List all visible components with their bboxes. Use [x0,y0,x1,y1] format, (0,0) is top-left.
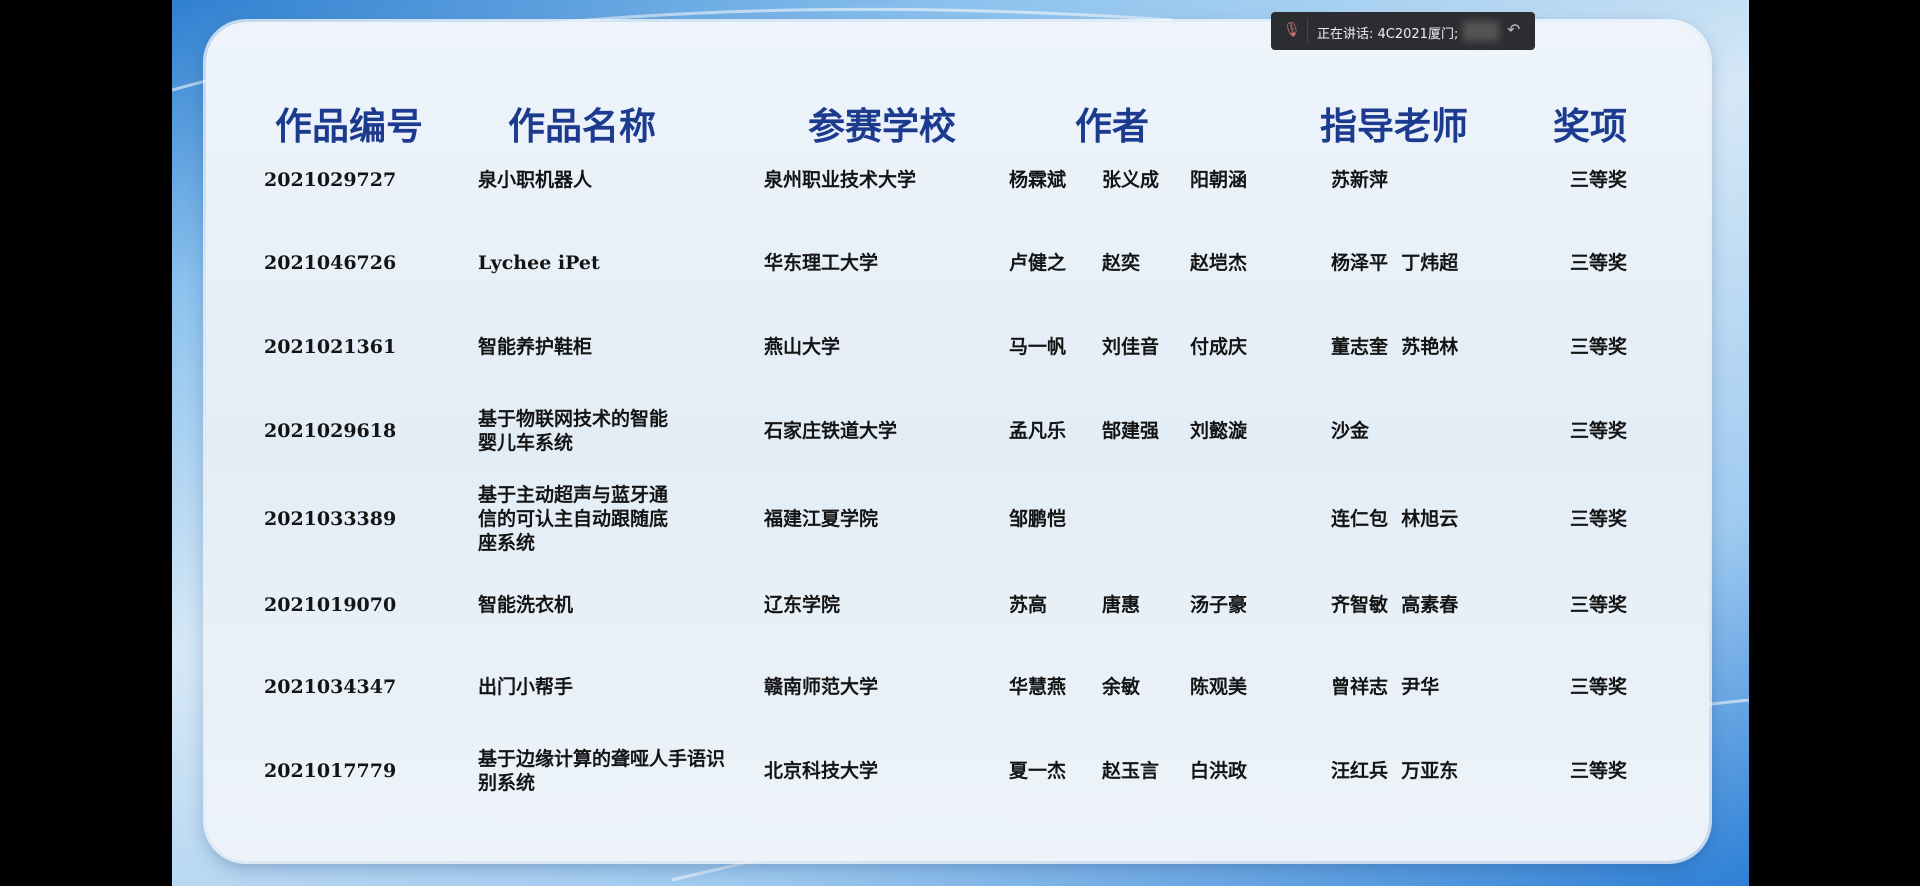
award: 三等奖 [1570,169,1628,191]
work-name: 基于物联网技术的智能 婴儿车系统 [478,407,668,455]
work-name-line: 基于物联网技术的智能 [478,408,669,430]
award: 三等奖 [1570,508,1628,530]
author: 刘懿漩 [1190,420,1248,442]
work-id: 2021046726 [264,252,397,274]
header-award: 奖项 [1553,105,1627,148]
header-school: 参赛学校 [808,105,956,148]
work-name: 智能养护鞋柜 [478,335,592,359]
author: 阳朝涵 [1190,169,1248,191]
work-name-line: 泉小职机器人 [478,169,593,191]
author: 张义成 [1102,169,1160,191]
author: 马一帆 [1009,336,1067,358]
work-name-line: 婴儿车系统 [478,432,574,454]
speaking-notification: 🎙 正在讲话: 4C2021厦门; ↶ [1271,12,1535,50]
work-id: 2021019070 [264,594,397,616]
teachers: 苏新萍 [1331,169,1389,191]
author: 陈观美 [1190,676,1248,698]
awards-table-card: 作品编号 作品名称 参赛学校 作者 指导老师 奖项 2021029727 泉小职机… [206,22,1709,861]
author: 汤子豪 [1190,594,1248,616]
work-id: 2021017779 [264,760,397,782]
header-id: 作品编号 [275,105,423,148]
work-name: 泉小职机器人 [478,168,592,192]
work-name-line: 智能养护鞋柜 [478,336,593,358]
award: 三等奖 [1570,676,1628,698]
school: 北京科技大学 [764,760,879,782]
work-name-line: 座系统 [478,532,536,554]
author: 夏一杰 [1009,760,1067,782]
work-name-line: 基于边缘计算的聋哑人手语识 [478,748,726,770]
work-name: 智能洗衣机 [478,593,573,617]
redacted-name [1463,21,1499,41]
school: 华东理工大学 [764,252,879,274]
author: 赵玉言 [1102,760,1160,782]
presentation-slide: 作品编号 作品名称 参赛学校 作者 指导老师 奖项 2021029727 泉小职机… [172,0,1749,886]
work-name: 基于边缘计算的聋哑人手语识 别系统 [478,747,725,795]
author: 付成庆 [1190,336,1248,358]
work-name-line: 基于主动超声与蓝牙通 [478,484,669,506]
reply-arrow-icon[interactable]: ↶ [1507,20,1521,39]
author: 刘佳音 [1102,336,1160,358]
teachers: 连仁包 林旭云 [1331,508,1459,530]
award: 三等奖 [1570,336,1628,358]
work-id: 2021021361 [264,336,397,358]
work-id: 2021034347 [264,676,397,698]
work-id: 2021029727 [264,169,397,191]
author: 余敏 [1102,676,1141,698]
award: 三等奖 [1570,760,1628,782]
author: 华慧燕 [1009,676,1067,698]
author: 郜建强 [1102,420,1160,442]
work-name-line: 出门小帮手 [478,676,574,698]
work-id: 2021033389 [264,508,397,530]
award: 三等奖 [1570,594,1628,616]
teachers: 董志奎 苏艳林 [1331,336,1459,358]
divider [1307,18,1308,44]
work-name: 出门小帮手 [478,675,573,699]
author: 孟凡乐 [1009,420,1067,442]
work-name-line: 智能洗衣机 [478,594,574,616]
author: 白洪政 [1190,760,1248,782]
award: 三等奖 [1570,252,1628,274]
author: 赵垲杰 [1190,252,1248,274]
teachers: 曾祥志 尹华 [1331,676,1440,698]
work-name: 基于主动超声与蓝牙通 信的可认主自动跟随底 座系统 [478,483,668,555]
school: 石家庄铁道大学 [764,420,898,442]
teachers: 杨泽平 丁炜超 [1331,252,1459,274]
author: 卢健之 [1009,252,1067,274]
teachers: 齐智敏 高素春 [1331,594,1459,616]
author: 唐惠 [1102,594,1141,616]
header-teachers: 指导老师 [1320,105,1468,148]
work-name-line: 信的可认主自动跟随底 [478,508,669,530]
header-authors: 作者 [1075,105,1149,148]
author: 苏高 [1009,594,1048,616]
speaking-text: 正在讲话: 4C2021厦门; [1317,27,1459,42]
muted-mic-icon: 🎙 [1283,22,1301,38]
author: 赵奕 [1102,252,1141,274]
work-name-line: Lychee iPet [478,252,600,274]
school: 泉州职业技术大学 [764,169,917,191]
work-name-line: 别系统 [478,772,536,794]
work-name: Lychee iPet [478,251,600,275]
award: 三等奖 [1570,420,1628,442]
school: 赣南师范大学 [764,676,879,698]
school: 燕山大学 [764,336,841,358]
header-name: 作品名称 [508,105,656,148]
teachers: 汪红兵 万亚东 [1331,760,1459,782]
work-id: 2021029618 [264,420,397,442]
school: 福建江夏学院 [764,508,879,530]
author: 杨霖斌 [1009,169,1067,191]
school: 辽东学院 [764,594,841,616]
author: 邹鹏恺 [1009,508,1067,530]
teachers: 沙金 [1331,420,1370,442]
